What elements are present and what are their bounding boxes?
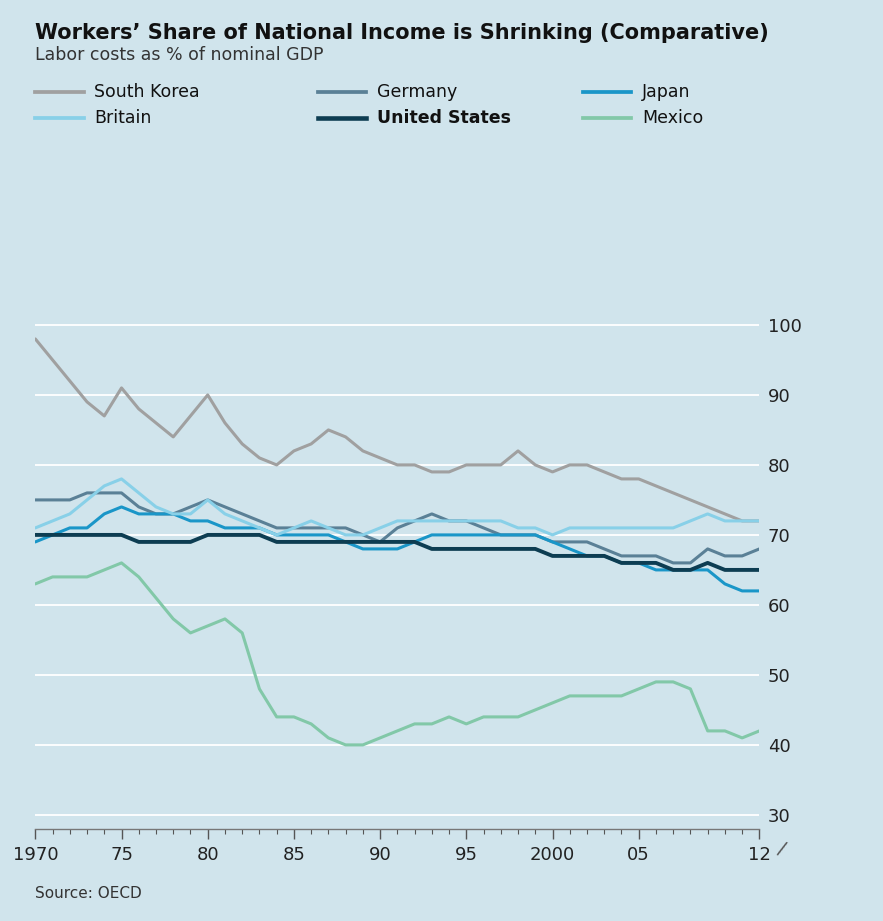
Text: Germany: Germany (377, 83, 457, 101)
Text: United States: United States (377, 109, 511, 127)
Text: ∕: ∕ (775, 839, 788, 859)
Text: Japan: Japan (642, 83, 691, 101)
Text: Workers’ Share of National Income is Shrinking (Comparative): Workers’ Share of National Income is Shr… (35, 23, 769, 43)
Text: South Korea: South Korea (94, 83, 200, 101)
Text: Source: OECD: Source: OECD (35, 886, 142, 901)
Text: Labor costs as % of nominal GDP: Labor costs as % of nominal GDP (35, 46, 324, 64)
Text: Mexico: Mexico (642, 109, 703, 127)
Text: Britain: Britain (94, 109, 152, 127)
